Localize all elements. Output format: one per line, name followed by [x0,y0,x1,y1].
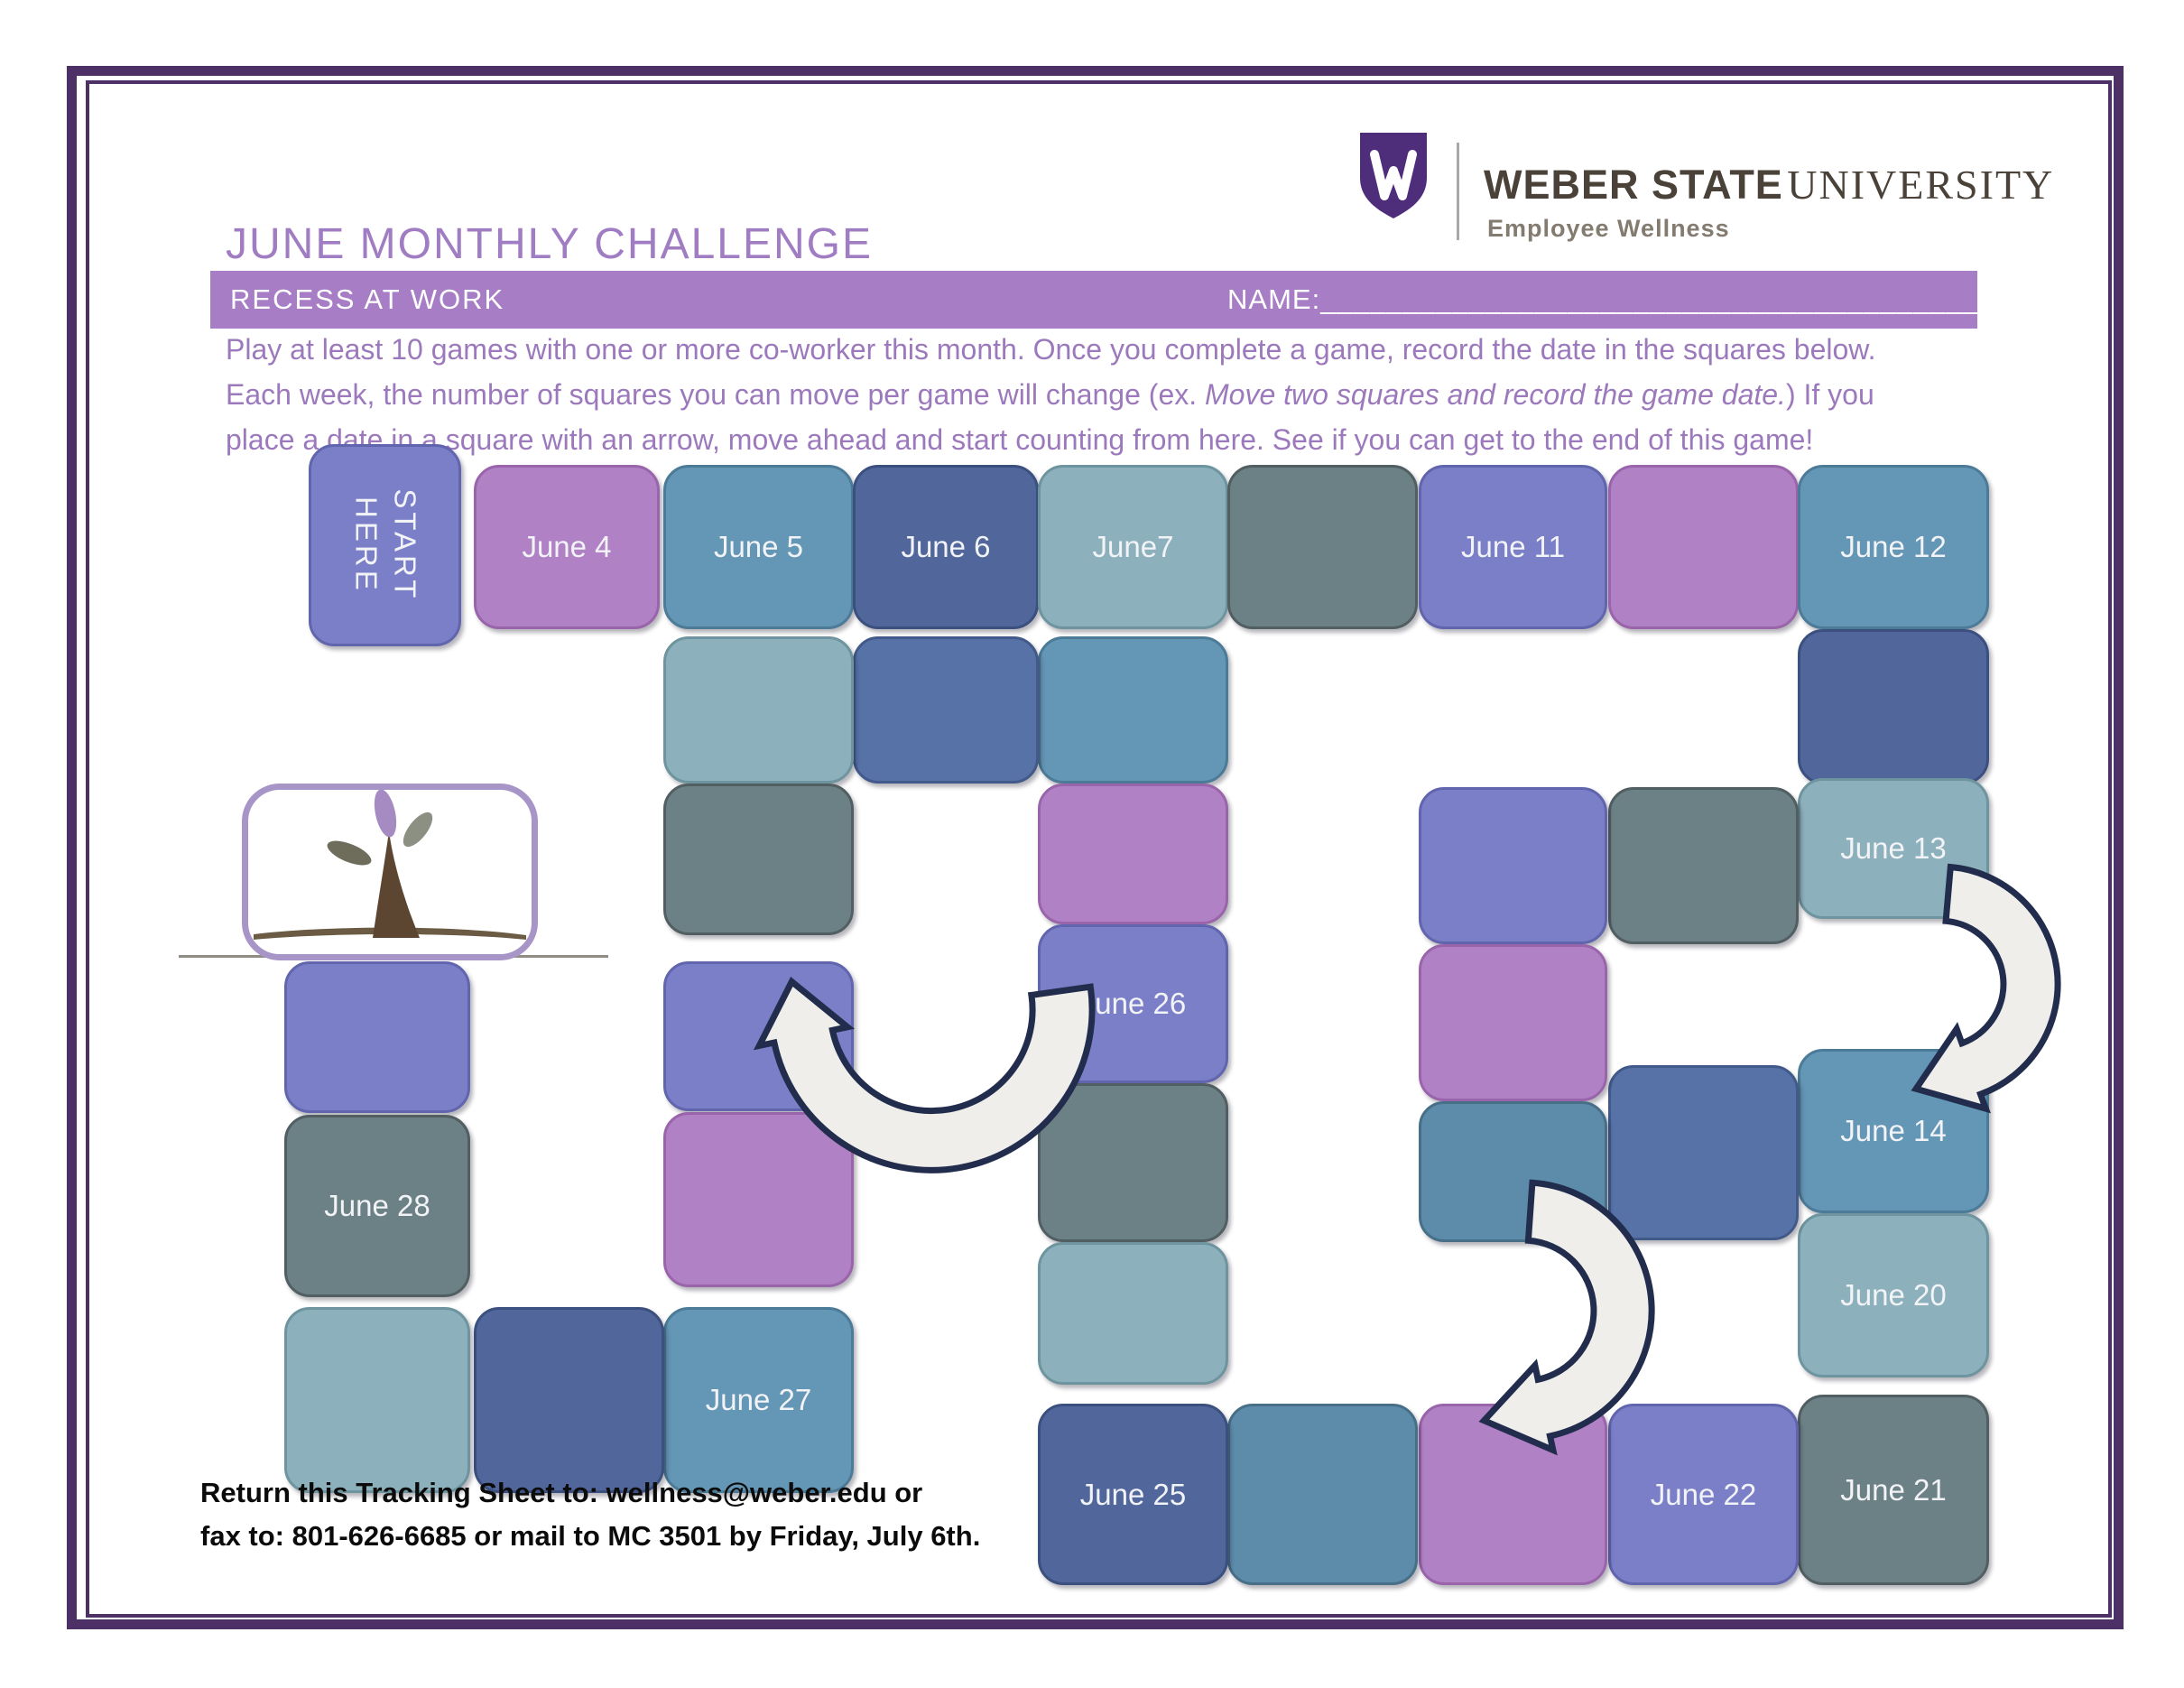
board-square-c7r5[interactable] [1419,1404,1607,1585]
board-square-c8r2[interactable] [1608,787,1799,944]
board-square-c4r2[interactable] [853,636,1039,784]
board-square-c3r3[interactable] [663,784,854,935]
board-square-label: START HERE [349,488,422,602]
board-square-june-14[interactable]: June 14 [1798,1049,1989,1213]
board-square-june-4[interactable]: June 4 [474,465,660,629]
name-label: NAME: [1227,283,1321,315]
board-square-c5r6[interactable] [1038,1242,1228,1385]
employee-wellness-label: Employee Wellness [1487,215,1730,242]
board-square-c7r4[interactable] [1419,1101,1607,1242]
board-square-june-20[interactable]: June 20 [1798,1213,1989,1377]
board-square-c2r2[interactable] [474,1307,664,1493]
board-square-c8r1[interactable] [1608,465,1799,629]
board-square-label: June 28 [324,1189,430,1222]
board-square-june-6[interactable]: June 6 [853,465,1039,629]
board-square-start-here[interactable]: START HERE [309,444,461,646]
board-square-c8r3[interactable] [1608,1065,1799,1240]
board-square-c5r5[interactable] [1038,1083,1228,1242]
board-square-c1r4[interactable] [284,1307,470,1493]
board-square-june-21[interactable]: June 21 [1798,1395,1989,1585]
board-square-label: June 22 [1650,1477,1757,1511]
finish-tree-image [242,784,538,960]
board-square-c3r4[interactable] [663,961,854,1111]
board-square-june-11[interactable]: June 11 [1419,465,1607,629]
name-blank-field[interactable]: ________________________________________… [1320,283,2045,315]
wordmark-university: UNIVERSITY [1787,162,2055,208]
board-square-c7r3[interactable] [1419,944,1607,1101]
board-square-june7[interactable]: June7 [1038,465,1228,629]
board-square-june-12[interactable]: June 12 [1798,465,1989,629]
board-square-c6r1[interactable] [1227,465,1418,629]
instructions-line3: place a date in a square with an arrow, … [226,423,1814,456]
board-square-june-28[interactable]: June 28 [284,1115,470,1297]
board-square-label: June 13 [1840,831,1947,865]
page-border-frame-inner [86,80,2112,1618]
board-square-june-27[interactable]: June 27 [663,1307,854,1493]
board-square-label: June 4 [522,530,612,563]
board-square-c6r2[interactable] [1227,1404,1418,1585]
footer-line2: fax to: 801-626-6685 or mail to MC 3501 … [200,1520,981,1552]
instructions-line2: Each week, the number of squares you can… [226,378,1874,411]
logo-divider [1457,143,1459,240]
board-square-c1r2[interactable] [284,961,470,1113]
wsu-shield-icon [1360,133,1427,218]
sapling-icon [254,789,526,940]
board-square-june-13[interactable]: June 13 [1798,778,1989,919]
board-square-label: June 20 [1840,1278,1947,1312]
challenge-banner: RECESS AT WORK NAME:____________________… [210,271,2044,329]
wsu-wordmark: WEBER STATE UNIVERSITY [1484,161,2054,209]
board-square-june-22[interactable]: June 22 [1608,1404,1799,1585]
board-square-label: June 25 [1079,1477,1187,1511]
wordmark-weber-state: WEBER STATE [1484,162,1783,208]
board-square-label: June 5 [713,530,804,563]
board-square-c9r2[interactable] [1798,629,1989,784]
board-square-june-26[interactable]: June 26 [1038,924,1228,1083]
board-square-label: June 26 [1079,987,1187,1020]
board-square-c5r2[interactable] [1038,636,1228,784]
board-square-june-5[interactable]: June 5 [663,465,854,629]
board-square-label: June 21 [1840,1472,1947,1507]
page-border-frame [67,66,2124,1629]
board-square-label: June 11 [1461,530,1565,563]
instructions-text: Play at least 10 games with one or more … [226,327,1985,462]
board-square-label: June 14 [1840,1114,1947,1147]
page-title: JUNE MONTHLY CHALLENGE [226,220,874,268]
board-square-label: June7 [1092,530,1174,563]
board-square-c3r5[interactable] [663,1112,854,1287]
board-square-june-25[interactable]: June 25 [1038,1404,1228,1585]
instructions-line1: Play at least 10 games with one or more … [226,333,1876,366]
footer-line1: Return this Tracking Sheet to: wellness@… [200,1477,923,1508]
board-square-label: June 6 [901,530,991,563]
board-square-label: June 27 [705,1383,812,1416]
board-square-c5r3[interactable] [1038,784,1228,924]
board-square-c7r2[interactable] [1419,787,1607,944]
board-square-label: June 12 [1840,530,1947,563]
board-square-c3r2[interactable] [663,636,854,784]
banner-label: RECESS AT WORK [230,283,505,315]
